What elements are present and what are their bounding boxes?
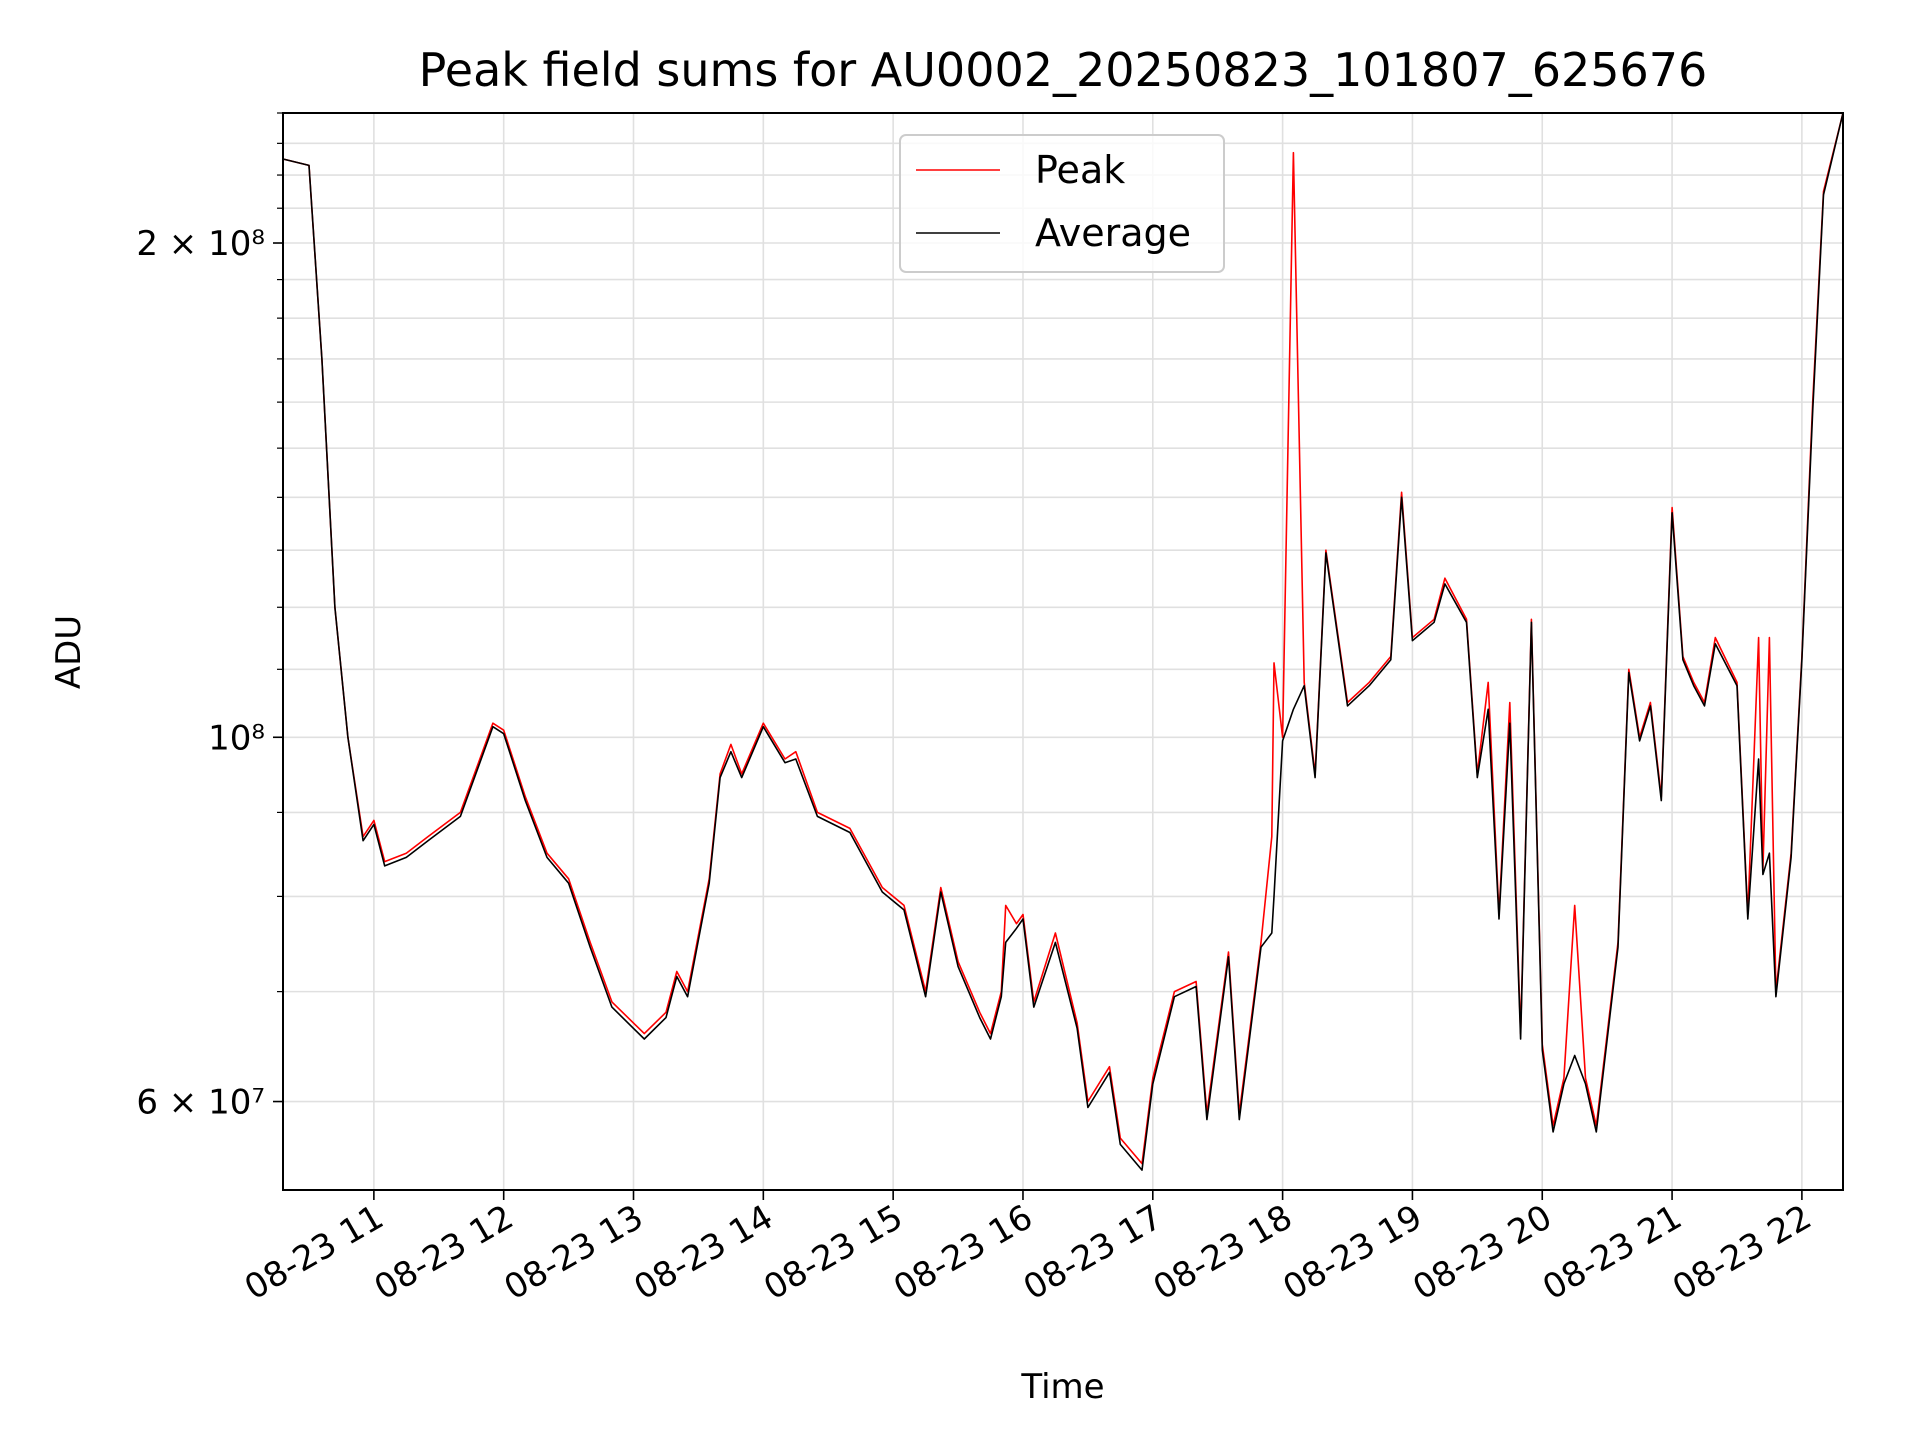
series-line-average — [282, 112, 1844, 1171]
y-axis-label: ADU — [49, 615, 89, 689]
legend-label-average: Average — [1035, 211, 1191, 255]
plot-frame — [282, 112, 1844, 1191]
legend-label-peak: Peak — [1035, 148, 1125, 192]
series-lines — [282, 112, 1844, 1171]
y-tick-label: 2 × 10⁸ — [136, 224, 265, 264]
chart-title: Peak field sums for AU0002_20250823_1018… — [419, 43, 1708, 97]
y-tick-label: 10⁸ — [208, 718, 265, 758]
x-axis-label: Time — [1020, 1367, 1104, 1407]
y-tick-label: 6 × 10⁷ — [136, 1083, 265, 1123]
legend: Peak Average — [899, 134, 1225, 273]
